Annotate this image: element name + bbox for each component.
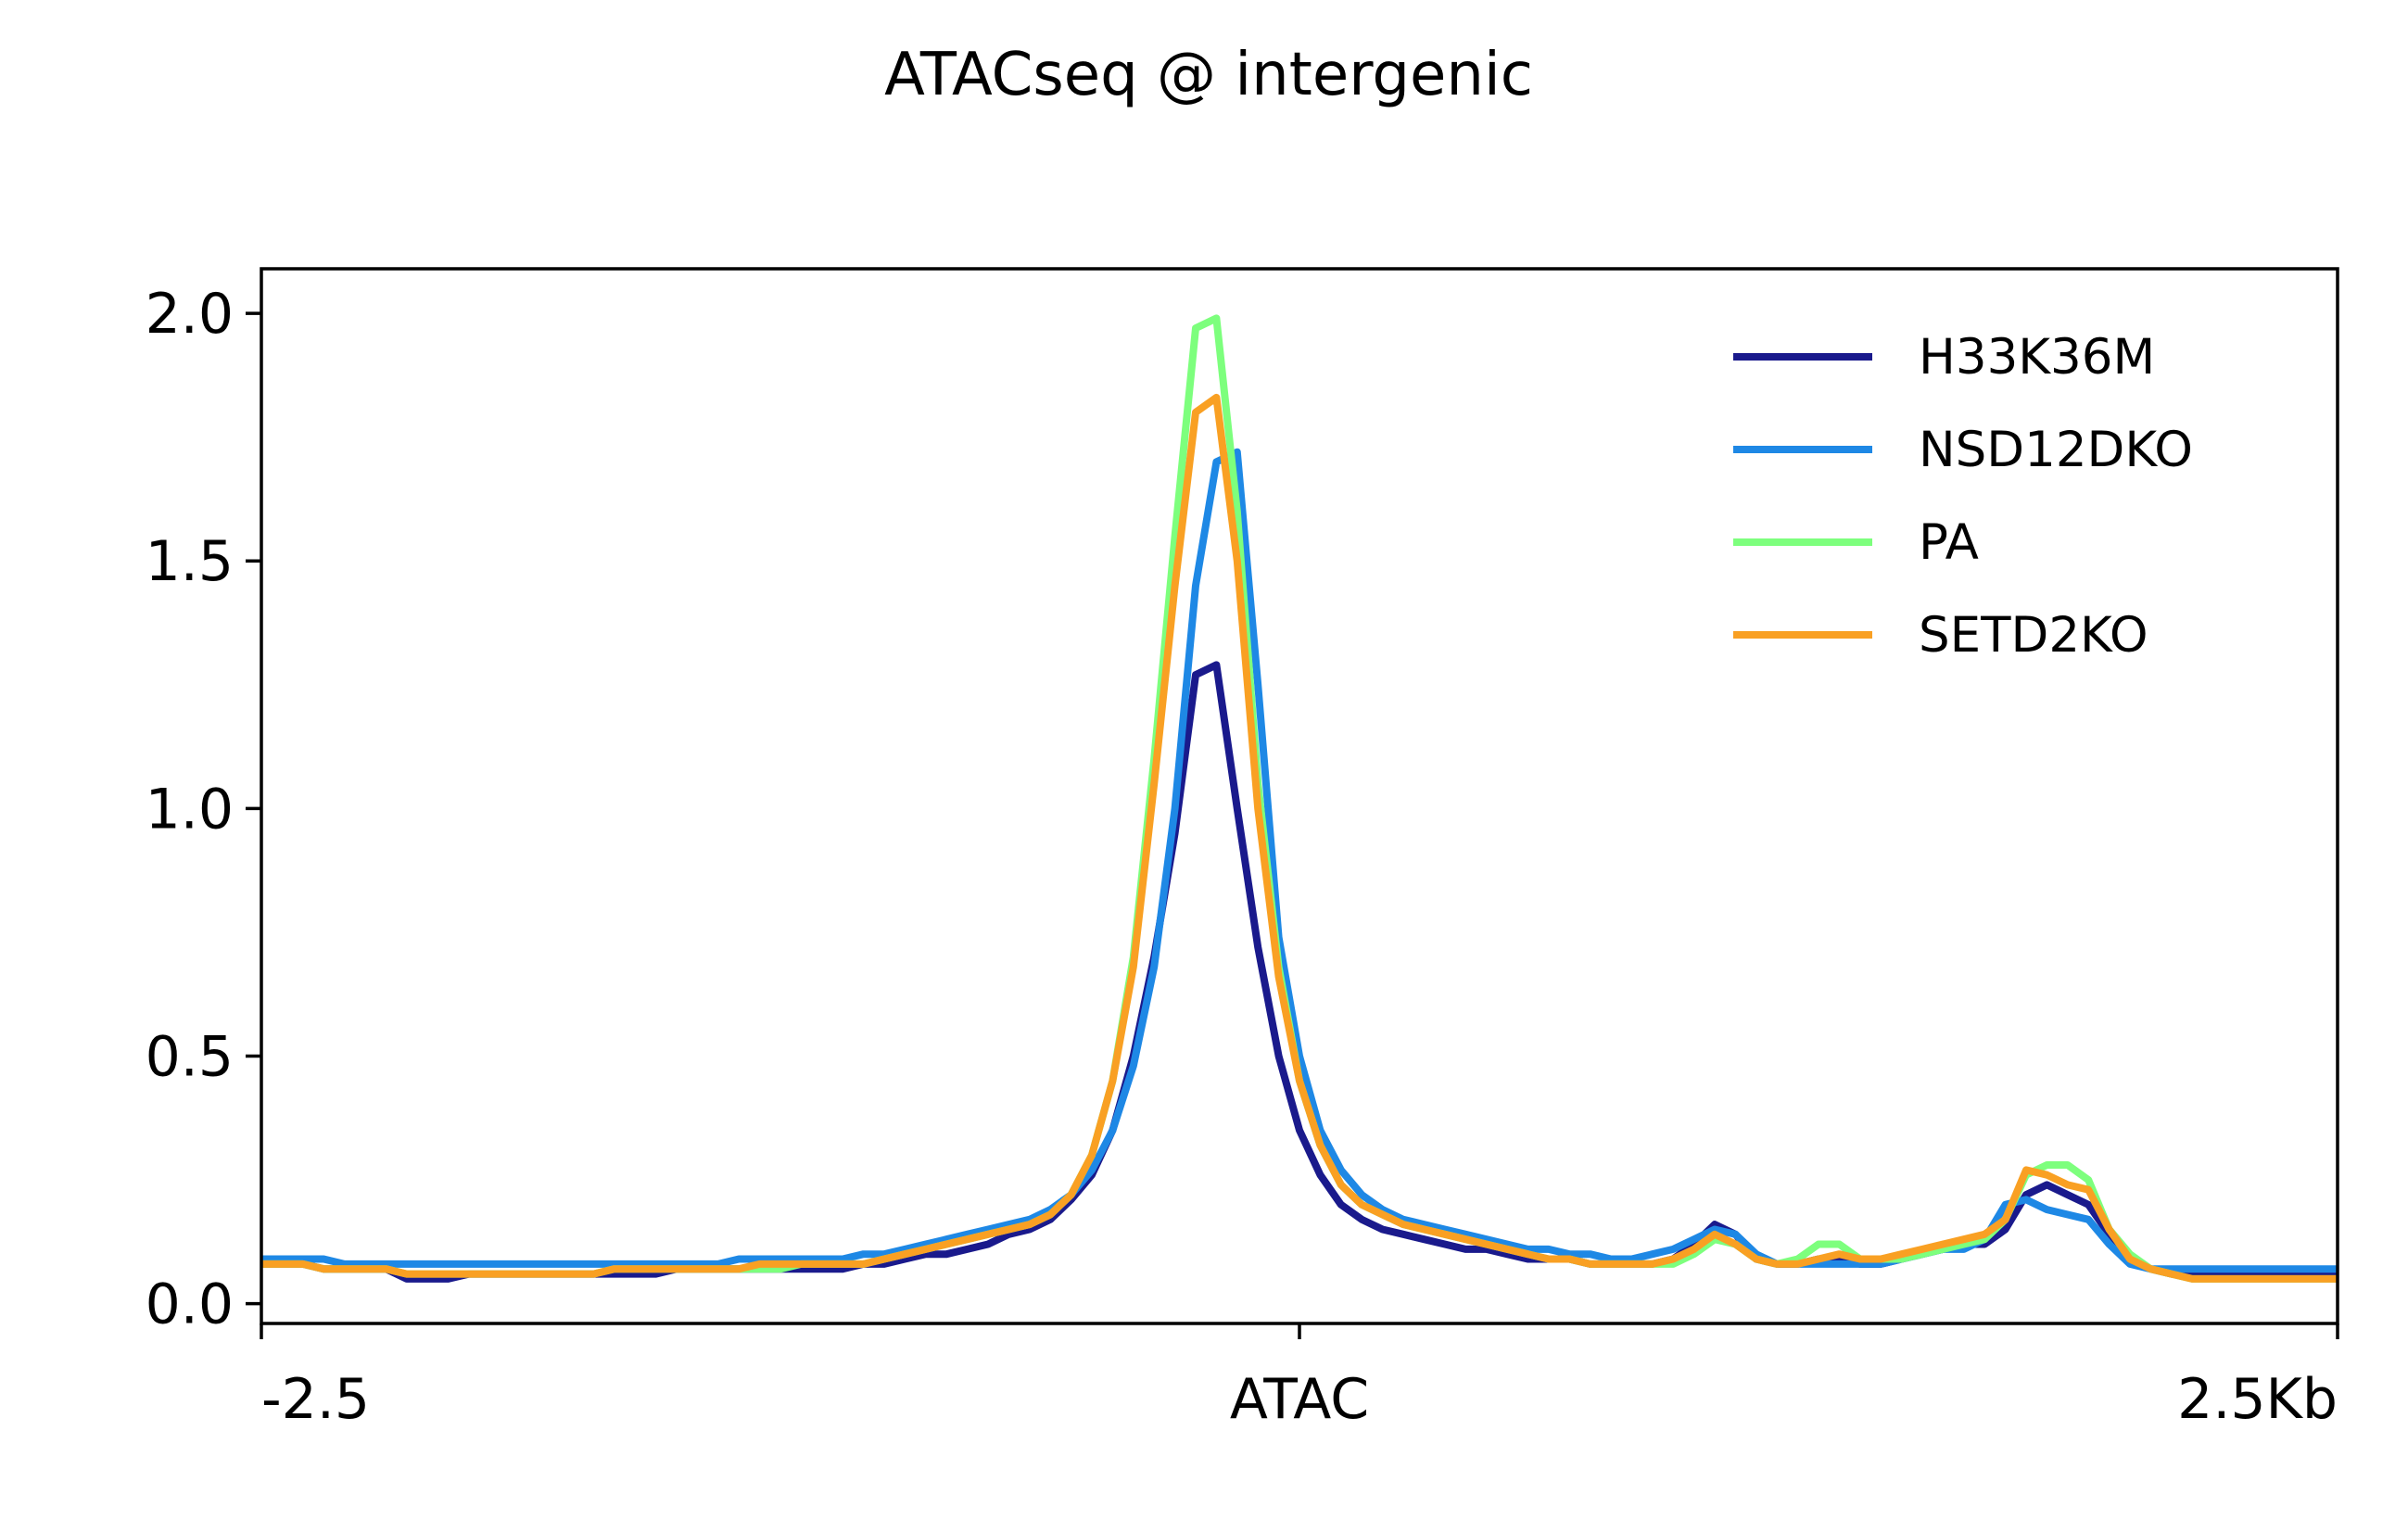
chart-title: ATACseq @ intergenic	[884, 41, 1533, 109]
legend-entry: SETD2KO	[1733, 607, 2148, 664]
x-tick-label: 2.5Kb	[2177, 1367, 2338, 1432]
legend-label: SETD2KO	[1919, 607, 2148, 664]
legend-label: H33K36M	[1919, 329, 2155, 386]
y-tick-label: 1.0	[146, 777, 234, 842]
legend-label: NSD12DKO	[1919, 422, 2193, 478]
legend-entry: H33K36M	[1733, 329, 2155, 386]
y-tick-label: 0.0	[146, 1272, 234, 1337]
legend-entry: PA	[1733, 514, 1979, 571]
x-tick-label: -2.5	[261, 1367, 370, 1432]
series-line-nsd12dko	[261, 448, 2338, 1273]
y-tick-label: 2.0	[146, 282, 234, 347]
y-tick-label: 1.5	[146, 529, 234, 594]
legend-label: PA	[1919, 514, 1979, 571]
x-tick-label: ATAC	[1230, 1367, 1369, 1432]
series-layer	[261, 314, 2338, 1283]
series-line-setd2ko	[261, 393, 2338, 1283]
series-line-h33k36m	[261, 661, 2338, 1283]
legend-entry: NSD12DKO	[1733, 422, 2193, 478]
axes: 0.0 0.5 1.0 1.5 2.0 -2.5 ATAC 2.5Kb	[146, 267, 2339, 1432]
legend: H33K36M NSD12DKO PA SETD2KO	[1733, 329, 2193, 664]
y-tick-label: 0.5	[146, 1024, 234, 1089]
